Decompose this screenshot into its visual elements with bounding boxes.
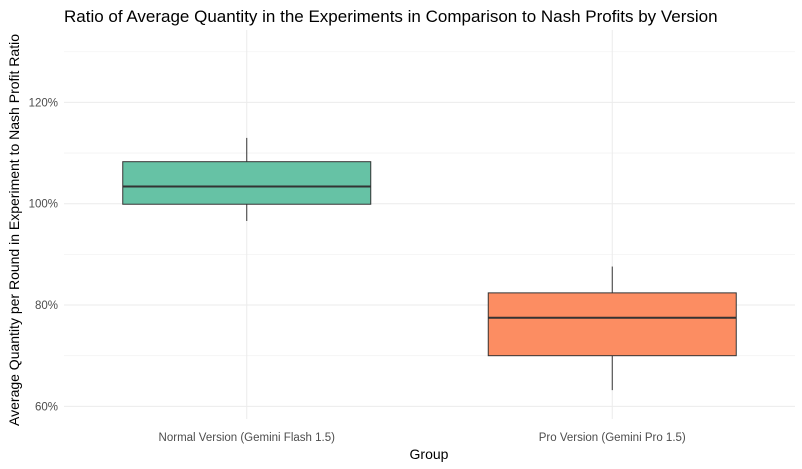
box-group [122,137,372,221]
x-axis-ticks: Normal Version (Gemini Flash 1.5) Pro Ver… [159,432,686,444]
y-tick-label: 60% [35,401,58,413]
y-tick-label: 100% [29,199,58,211]
x-axis-title: Group [410,446,449,462]
y-tick-label: 80% [35,300,58,312]
box [122,161,372,205]
x-tick-label: Pro Version (Gemini Pro 1.5) [539,432,686,444]
box [487,292,737,357]
y-tick-label: 120% [29,97,58,109]
y-axis-title: Average Quantity per Round in Experiment… [6,34,22,426]
y-axis-ticks: 60% 80% 100% 120% [29,97,58,413]
box-group [487,266,737,391]
boxes [122,137,737,391]
grid [64,30,795,419]
chart-title: Ratio of Average Quantity in the Experim… [64,7,718,26]
x-tick-label: Normal Version (Gemini Flash 1.5) [159,432,336,444]
